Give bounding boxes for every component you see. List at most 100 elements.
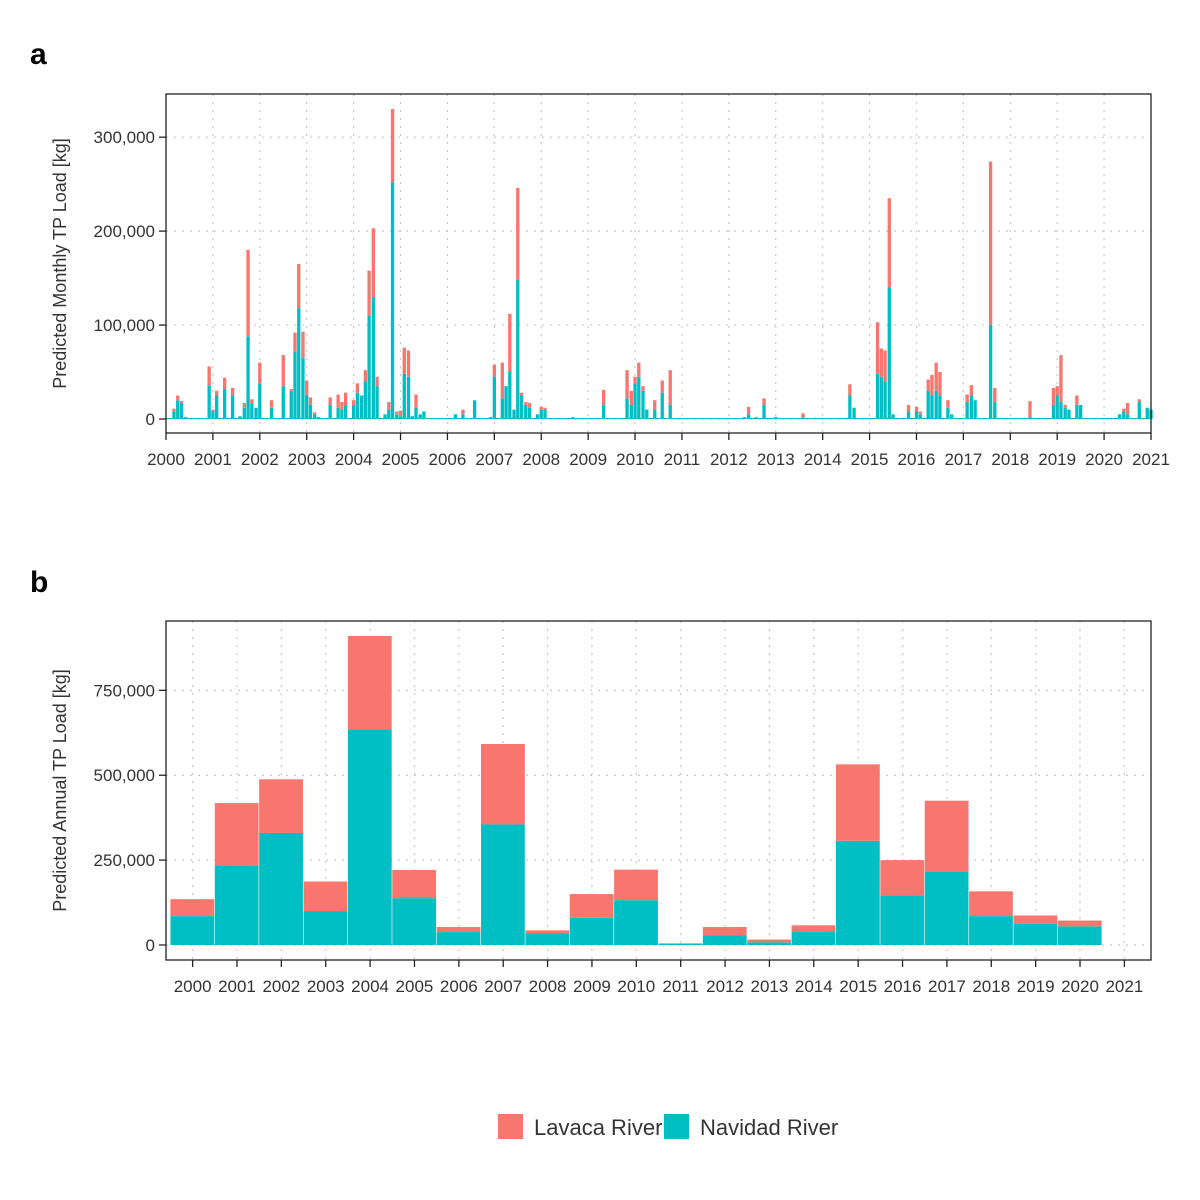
bar-lavaca (1122, 408, 1126, 412)
bar-navidad (1067, 409, 1071, 419)
bar-lavaca (363, 370, 368, 382)
bar-navidad (500, 398, 504, 419)
bar-navidad (414, 407, 418, 419)
bar-navidad (508, 372, 512, 419)
bar-navidad (343, 404, 348, 419)
bar-navidad (504, 386, 508, 419)
bar-lavaca (398, 410, 403, 417)
bar-navidad (269, 407, 274, 419)
bar-navidad-2003 (303, 911, 348, 945)
bar-navidad (367, 315, 371, 419)
bar-navidad (660, 392, 664, 419)
bar-navidad (340, 409, 344, 419)
bar-navidad (601, 404, 606, 419)
bar-lavaca (301, 331, 305, 358)
y-tick-label: 500,000 (94, 766, 155, 785)
bar-lavaca (402, 347, 406, 374)
bar-navidad (351, 404, 356, 419)
bar-navidad (875, 373, 880, 419)
bar-navidad (359, 395, 364, 419)
bar-lavaca (340, 402, 344, 410)
bar-lavaca (179, 401, 184, 404)
bar-lavaca (414, 394, 418, 408)
bar-lavaca (875, 322, 880, 374)
bar-navidad (214, 395, 219, 419)
x-tick-label: 2014 (804, 450, 842, 469)
bar-navidad (883, 381, 887, 419)
bar-navidad (176, 400, 180, 419)
bar-navidad-2011 (658, 943, 703, 945)
bar-lavaca-2013 (747, 939, 792, 943)
bar-navidad (993, 402, 997, 419)
bar-lavaca (172, 408, 176, 412)
x-tick-label: 2018 (991, 450, 1029, 469)
bar-lavaca-2000 (170, 899, 215, 917)
bar-lavaca (305, 380, 309, 396)
bar-navidad-2017 (924, 871, 969, 945)
bar-navidad (653, 409, 657, 419)
bar-navidad (516, 279, 520, 419)
bar-navidad (1063, 407, 1067, 419)
bar-navidad (313, 414, 317, 419)
bar-navidad-2019 (1013, 923, 1058, 945)
bar-navidad (637, 376, 641, 419)
bar-lavaca (246, 249, 250, 337)
bar-lavaca (328, 397, 332, 405)
bar-lavaca (633, 376, 637, 384)
bar-lavaca (297, 264, 301, 309)
legend: Lavaca River Navidad River (498, 1114, 838, 1140)
panel-label-b: b (30, 566, 48, 599)
bar-navidad (336, 407, 340, 419)
bar-lavaca (934, 362, 938, 391)
bar-lavaca (1075, 395, 1079, 405)
bar-navidad (301, 357, 305, 419)
x-tick-label: 2012 (706, 977, 744, 996)
bar-lavaca-2019 (1013, 915, 1058, 924)
plot-frame (165, 93, 1152, 434)
x-tick-label: 2004 (335, 450, 373, 469)
bar-lavaca (848, 384, 852, 396)
bar-navidad (524, 404, 528, 419)
bar-navidad-2009 (569, 917, 614, 945)
x-tick-label: 2004 (351, 977, 389, 996)
bar-navidad (926, 390, 930, 419)
bar-navidad (398, 416, 403, 419)
bar-lavaca (637, 362, 641, 377)
bar-navidad (930, 395, 934, 419)
bar-lavaca (762, 398, 766, 405)
bar-lavaca (918, 411, 922, 415)
bar-navidad (762, 404, 766, 419)
bar-navidad (519, 395, 524, 419)
x-tick-label: 2005 (396, 977, 434, 996)
x-tick-label: 2011 (662, 977, 699, 996)
x-tick-label: 2015 (839, 977, 877, 996)
bar-navidad (355, 392, 360, 419)
bar-navidad (281, 386, 285, 419)
bar-navidad (625, 398, 629, 419)
bar-navidad (289, 390, 293, 419)
x-tick-label: 2002 (262, 977, 300, 996)
bar-navidad (1145, 407, 1149, 419)
bar-navidad-2006 (436, 932, 481, 945)
x-tick-label: 2017 (928, 977, 966, 996)
bar-navidad (250, 403, 254, 419)
bar-navidad (988, 325, 993, 419)
bar-navidad (914, 411, 919, 419)
bar-lavaca (660, 380, 664, 393)
bar-lavaca (371, 228, 375, 297)
bar-lavaca (375, 376, 379, 387)
bar-lavaca (387, 402, 391, 410)
bar-navidad-2018 (969, 916, 1013, 945)
bar-lavaca (668, 370, 672, 405)
x-tick-label: 2013 (751, 977, 789, 996)
bar-navidad (645, 409, 649, 419)
monthly-chart: 2000 2001 2002 2003 2004 2005 2006 2007 2008 2009… (50, 93, 1170, 469)
bar-lavaca (625, 370, 629, 399)
x-tick-label: 2019 (1038, 450, 1076, 469)
bar-navidad (1125, 414, 1130, 419)
bar-lavaca (207, 366, 211, 386)
bar-navidad-2012 (702, 935, 747, 945)
bar-lavaca (601, 389, 606, 405)
bar-navidad (848, 395, 852, 419)
bar-navidad (328, 404, 332, 419)
